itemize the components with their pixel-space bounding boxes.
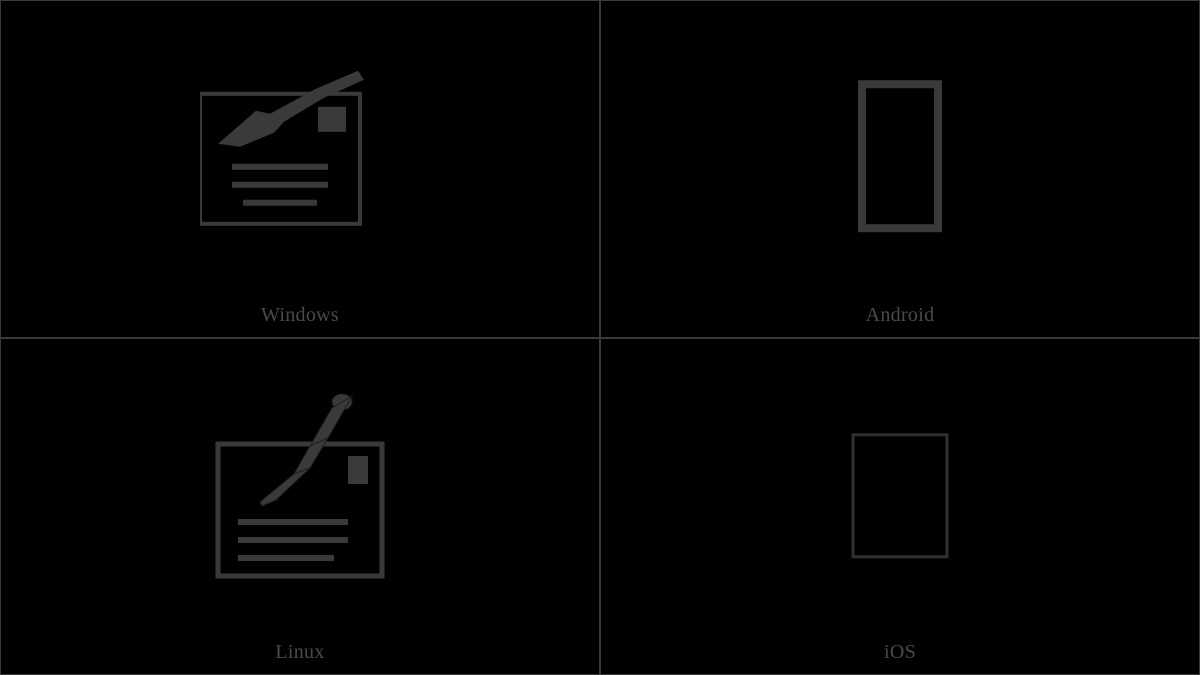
glyph-linux: [200, 390, 400, 590]
caption-windows: Windows: [261, 304, 339, 327]
caption-android: Android: [866, 304, 935, 327]
memo-pen-icon: [200, 59, 400, 249]
glyph-windows: [200, 59, 400, 249]
tofu-rect-icon: [850, 432, 950, 560]
glyph-ios: [850, 432, 950, 560]
memo-fountain-pen-icon: [200, 390, 400, 590]
cell-android: Android: [600, 0, 1200, 338]
cell-ios: iOS: [600, 338, 1200, 675]
caption-linux: Linux: [275, 641, 324, 664]
cell-linux: Linux: [0, 338, 600, 675]
glyph-android: [854, 76, 946, 236]
caption-ios: iOS: [884, 641, 916, 664]
tofu-rect-icon: [854, 76, 946, 236]
cell-windows: Windows: [0, 0, 600, 338]
